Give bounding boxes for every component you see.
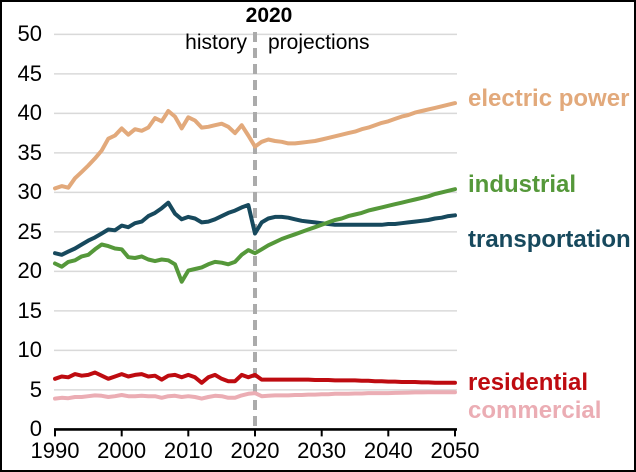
y-tick-label: 40 (17, 100, 42, 126)
series-label-industrial: industrial (468, 171, 577, 198)
x-tick-label: 1990 (30, 438, 80, 463)
series-label-transportation: transportation (468, 226, 631, 253)
history-label: history (185, 31, 247, 54)
series-line-commercial (53, 390, 457, 401)
divider-year-label: 2020 (245, 4, 293, 27)
y-tick-label: 50 (17, 21, 42, 47)
y-tick-label: 15 (17, 297, 42, 323)
series-line-transportation (53, 200, 457, 257)
series-line-electric_power (53, 101, 457, 191)
y-tick-label: 5 (29, 376, 42, 402)
x-tick-label: 2030 (297, 438, 347, 463)
y-tick-label: 20 (17, 258, 42, 284)
series-line-industrial (53, 187, 457, 284)
series-label-electric-power: electric power (468, 85, 630, 112)
series-line-residential (53, 370, 457, 385)
x-tick-label: 2020 (230, 438, 280, 463)
y-tick-label: 10 (17, 337, 42, 363)
projections-label: projections (268, 31, 370, 54)
y-tick-label: 30 (17, 179, 42, 205)
x-tick-label: 2010 (163, 438, 213, 463)
y-tick-label: 45 (17, 60, 42, 86)
y-tick-label: 25 (17, 218, 42, 244)
x-tick-label: 2040 (363, 438, 413, 463)
series-label-commercial: commercial (468, 397, 602, 424)
y-tick-label: 0 (29, 416, 42, 442)
series-label-residential: residential (468, 369, 589, 396)
x-tick-label: 2000 (97, 438, 147, 463)
y-tick-label: 35 (17, 139, 42, 165)
x-tick-label: 2050 (430, 438, 480, 463)
